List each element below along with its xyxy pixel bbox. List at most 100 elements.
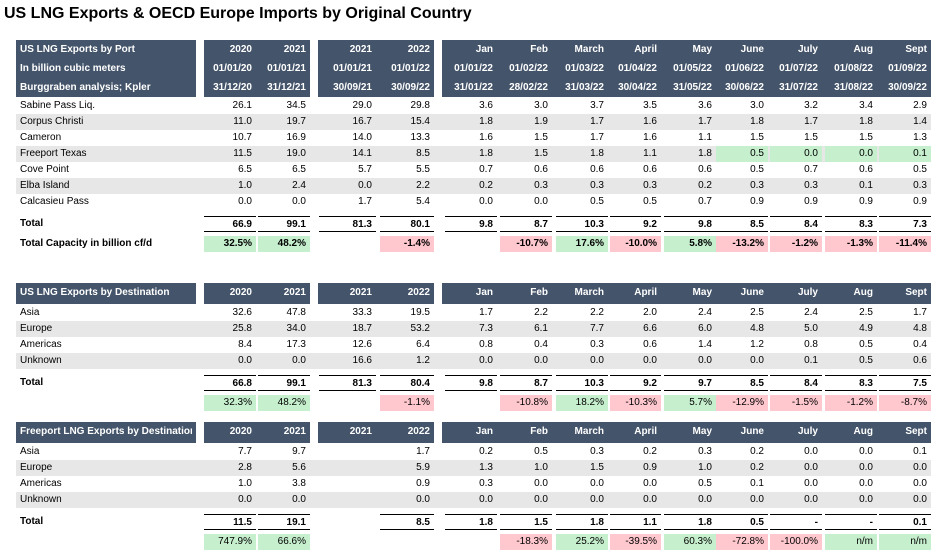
value-cell: 1.8	[556, 514, 608, 530]
value-cell: -13.2%	[716, 236, 768, 252]
value-cell: 0.0	[698, 355, 712, 366]
value-cell: 8.5	[716, 375, 768, 391]
value-cell: 25.2%	[556, 534, 608, 550]
value-cell: 0.0	[479, 196, 493, 207]
header-from-date: 01/04/22	[618, 63, 657, 74]
value-cell: 0.9	[859, 196, 873, 207]
value-cell: 15.4	[410, 116, 430, 127]
value-cell: 0.0	[804, 446, 818, 457]
value-cell: 1.7	[913, 307, 927, 318]
header-from-date: 01/01/22	[391, 63, 430, 74]
value-cell: 10.3	[556, 375, 608, 391]
header-block	[318, 40, 434, 97]
value-cell: 0.0	[534, 494, 548, 505]
header-month: May	[692, 287, 712, 298]
value-cell: 1.6	[479, 132, 493, 143]
value-cell: 747.9%	[204, 534, 256, 550]
value-cell: 1.7	[479, 307, 493, 318]
value-cell: 0.3	[590, 339, 604, 350]
value-cell: 0.0	[750, 494, 764, 505]
value-cell	[319, 492, 376, 508]
value-cell: 9.7	[292, 446, 306, 457]
value-cell: 18.2%	[556, 395, 608, 411]
value-cell: -39.5%	[610, 534, 661, 550]
total-row: Total 66.8 99.1 81.3 80.4 9.8 8.7 10.3 9.2 9.7 8.5…	[16, 375, 931, 391]
value-cell: 1.8	[590, 148, 604, 159]
value-cell: 1.8	[664, 514, 716, 530]
header-label: In billion cubic meters	[20, 63, 126, 74]
value-cell: 8.3	[825, 216, 877, 232]
value-cell: 13.3	[410, 132, 430, 143]
value-cell: 0.8	[804, 339, 818, 350]
value-cell: 0.4	[913, 339, 927, 350]
value-cell: 1.4	[913, 116, 927, 127]
value-cell: 19.0	[286, 148, 306, 159]
header-to-date: 30/09/22	[391, 82, 430, 93]
header-from-date: 01/06/22	[725, 63, 764, 74]
value-cell: 0.0	[292, 196, 306, 207]
header-month: July	[797, 426, 818, 437]
value-cell: 0.0	[825, 146, 877, 162]
value-cell: 0.0	[479, 494, 493, 505]
header-block	[16, 422, 196, 443]
value-cell: 0.2	[698, 180, 712, 191]
value-cell: 66.6%	[258, 534, 310, 550]
value-cell	[319, 514, 376, 530]
value-cell: -8.7%	[879, 395, 931, 411]
header-year: 2022	[407, 426, 430, 437]
header-to-date: 31/03/22	[565, 82, 604, 93]
value-cell: -72.8%	[716, 534, 768, 550]
header-month: Feb	[530, 44, 548, 55]
header-month: March	[574, 287, 604, 298]
row-label: Asia	[20, 307, 40, 318]
header-year: 2021	[283, 44, 306, 55]
value-cell: 11.0	[233, 116, 252, 127]
value-cell: 9.8	[445, 375, 497, 391]
header-to-date: 31/12/20	[213, 82, 252, 93]
value-cell: -12.9%	[716, 395, 768, 411]
value-cell: 29.8	[410, 100, 430, 111]
header-from-date: 01/05/22	[673, 63, 712, 74]
value-cell: 10.3	[556, 216, 608, 232]
value-cell: 3.5	[643, 100, 657, 111]
value-cell: 0.6	[913, 355, 927, 366]
value-cell: -1.2%	[770, 236, 822, 252]
value-cell: 0.0	[804, 462, 818, 473]
header-to-date: 31/01/22	[454, 82, 493, 93]
value-cell: 0.5	[643, 196, 657, 207]
value-cell: 0.1	[804, 355, 818, 366]
header-block	[204, 283, 310, 304]
value-cell: 3.7	[590, 100, 604, 111]
value-cell: 0.7	[698, 196, 712, 207]
value-cell: 0.2	[479, 180, 493, 191]
value-cell: 7.7	[590, 323, 604, 334]
value-cell: 9.2	[610, 375, 661, 391]
header-year: 2022	[407, 44, 430, 55]
value-cell: 0.0	[238, 494, 252, 505]
value-cell: 3.6	[479, 100, 493, 111]
value-cell: 5.9	[416, 462, 430, 473]
value-cell: 2.5	[859, 307, 873, 318]
header-month: Sept	[905, 426, 927, 437]
header-block	[204, 40, 310, 97]
value-cell: 0.0	[358, 180, 372, 191]
table-row: Cove Point 6.5 6.5 5.7 5.5 0.7 0.6 0.6 0.6 0.6 0.5…	[16, 162, 931, 178]
value-cell: 18.7	[352, 323, 372, 334]
value-cell: 53.2	[410, 323, 430, 334]
value-cell: 1.8	[859, 116, 873, 127]
header-year: 2021	[283, 426, 306, 437]
value-cell: 5.8%	[664, 236, 716, 252]
value-cell: 0.6	[534, 164, 548, 175]
value-cell: 1.1	[643, 148, 657, 159]
value-cell: 5.4	[416, 196, 430, 207]
value-cell: -100.0%	[770, 534, 822, 550]
value-cell: 0.0	[534, 196, 548, 207]
value-cell: 9.2	[610, 216, 661, 232]
value-cell: 8.4	[770, 216, 822, 232]
value-cell: 0.0	[750, 355, 764, 366]
value-cell	[380, 534, 434, 550]
value-cell: 0.9	[750, 196, 764, 207]
value-cell: 81.3	[319, 216, 376, 232]
header-year: 2020	[229, 287, 252, 298]
value-cell: 17.3	[286, 339, 306, 350]
